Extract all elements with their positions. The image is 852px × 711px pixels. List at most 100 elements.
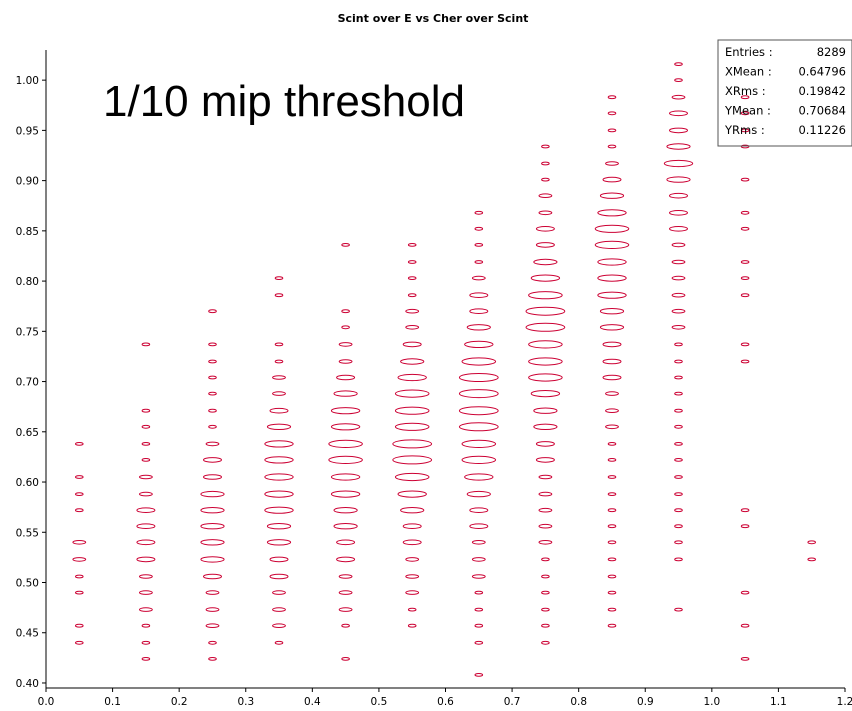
box-mark-col2-10	[200, 490, 225, 498]
box-mark-col3-12	[264, 506, 294, 514]
box-mark-col4-5	[336, 374, 356, 381]
box-mark-col7-10	[525, 306, 566, 316]
box-mark-col6-3	[474, 260, 484, 264]
x-tick-label: 0.3	[237, 696, 254, 708]
box-mark-col9-20	[674, 391, 683, 396]
stats-box: Entries : 8289 XMean : 0.64796 XRms : 0.19842…	[717, 39, 852, 147]
box-mark-col7-27	[541, 590, 550, 595]
box-mark-col6-11	[458, 389, 499, 399]
box-mark-col2-5	[208, 408, 217, 413]
box-mark-col7-16	[533, 407, 558, 414]
box-mark-col7-30	[541, 640, 550, 645]
box-mark-col4-14	[333, 523, 358, 530]
box-mark-col0-4	[72, 540, 87, 545]
box-mark-col8-21	[607, 442, 617, 446]
box-mark-col9-25	[674, 475, 683, 479]
box-mark-col4-11	[330, 473, 361, 481]
box-mark-col0-8	[75, 623, 84, 628]
box-mark-col9-16	[671, 325, 686, 330]
box-mark-col0-1	[75, 475, 84, 479]
box-mark-col3-18	[272, 607, 286, 612]
stats-label: XRms :	[725, 84, 766, 98]
box-mark-col8-25	[607, 508, 617, 513]
box-mark-col5-15	[397, 490, 427, 498]
box-mark-col9-19	[674, 375, 683, 380]
data-marks	[72, 62, 817, 677]
box-mark-col9-30	[674, 557, 683, 562]
box-mark-col9-4	[669, 127, 688, 134]
box-mark-col5-8	[397, 373, 427, 382]
box-mark-col6-8	[464, 340, 494, 348]
box-mark-col2-3	[208, 375, 217, 380]
box-mark-col7-29	[541, 623, 550, 628]
box-mark-col10-15	[740, 623, 750, 628]
box-mark-col3-13	[266, 523, 292, 530]
box-mark-col6-5	[469, 292, 489, 299]
box-mark-col1-2	[141, 424, 151, 429]
box-mark-col7-7	[533, 258, 558, 266]
box-mark-col10-11	[740, 359, 750, 364]
box-mark-col5-16	[400, 507, 425, 514]
box-mark-col5-2	[407, 276, 417, 281]
box-mark-col5-14	[394, 472, 430, 482]
stats-label: YRms :	[724, 123, 765, 137]
box-mark-col2-17	[205, 607, 220, 612]
box-mark-col1-6	[139, 491, 153, 497]
box-mark-col8-5	[602, 176, 622, 183]
y-tick-label: 1.00	[16, 75, 39, 87]
box-mark-col1-10	[136, 556, 156, 563]
box-mark-col11-1	[807, 557, 817, 562]
box-mark-col9-31	[674, 607, 683, 612]
box-mark-col8-8	[594, 224, 630, 233]
box-mark-col8-26	[607, 524, 617, 529]
y-tick-label: 0.65	[16, 427, 39, 439]
box-mark-col4-10	[328, 455, 363, 464]
box-mark-col7-9	[528, 291, 563, 300]
box-mark-col7-19	[535, 457, 555, 463]
box-mark-col7-28	[541, 607, 550, 612]
y-tick-label: 0.55	[16, 527, 39, 539]
y-tick-label: 0.90	[16, 176, 39, 188]
box-mark-col3-16	[269, 573, 289, 580]
box-mark-col1-9	[136, 539, 156, 546]
box-mark-col7-21	[538, 491, 553, 497]
box-mark-col7-22	[538, 507, 553, 513]
box-mark-col7-14	[528, 373, 563, 382]
box-mark-col5-9	[394, 389, 430, 398]
stats-value: 8289	[817, 45, 846, 59]
box-mark-col8-3	[607, 144, 617, 149]
box-mark-col10-7	[740, 260, 750, 264]
y-axis-ticks: 0.40 0.45 0.50 0.55 0.60 0.65 0.70 0.75 0.80 0.85…	[16, 75, 46, 690]
box-mark-col0-3	[75, 508, 84, 513]
box-mark-col6-20	[471, 540, 486, 545]
x-tick-label: 0.0	[38, 696, 55, 708]
box-mark-col4-21	[341, 657, 350, 661]
box-mark-col0-6	[75, 574, 84, 579]
box-mark-col3-6	[269, 407, 289, 414]
box-mark-col9-8	[669, 192, 688, 199]
box-mark-col1-0	[141, 342, 151, 347]
box-mark-col1-15	[141, 640, 151, 645]
box-mark-col3-17	[272, 590, 286, 595]
box-mark-col2-1	[208, 342, 217, 347]
box-mark-col1-1	[141, 408, 151, 413]
box-mark-col2-8	[203, 457, 222, 463]
box-mark-col8-24	[607, 492, 617, 497]
box-mark-col3-9	[264, 456, 294, 464]
box-mark-col5-22	[407, 607, 417, 612]
box-mark-col3-10	[264, 473, 294, 481]
box-mark-col2-14	[200, 556, 225, 563]
box-mark-col1-13	[139, 607, 153, 612]
stats-label: Entries :	[725, 45, 773, 59]
box-mark-col4-12	[330, 490, 361, 498]
box-mark-col7-15	[530, 390, 561, 398]
box-mark-col5-5	[405, 325, 420, 330]
box-mark-col2-6	[208, 424, 217, 429]
x-axis-ticks: 0.0 0.1 0.2 0.3 0.4 0.5 0.6 0.7 0.8 0.9 1.0 1.1 1.2	[38, 688, 852, 708]
box-mark-col0-2	[75, 492, 84, 497]
box-mark-col7-4	[538, 210, 553, 216]
box-mark-col9-0	[674, 62, 683, 66]
x-tick-label: 0.7	[504, 696, 521, 708]
box-mark-col10-14	[740, 590, 750, 595]
box-mark-col0-9	[75, 640, 84, 645]
